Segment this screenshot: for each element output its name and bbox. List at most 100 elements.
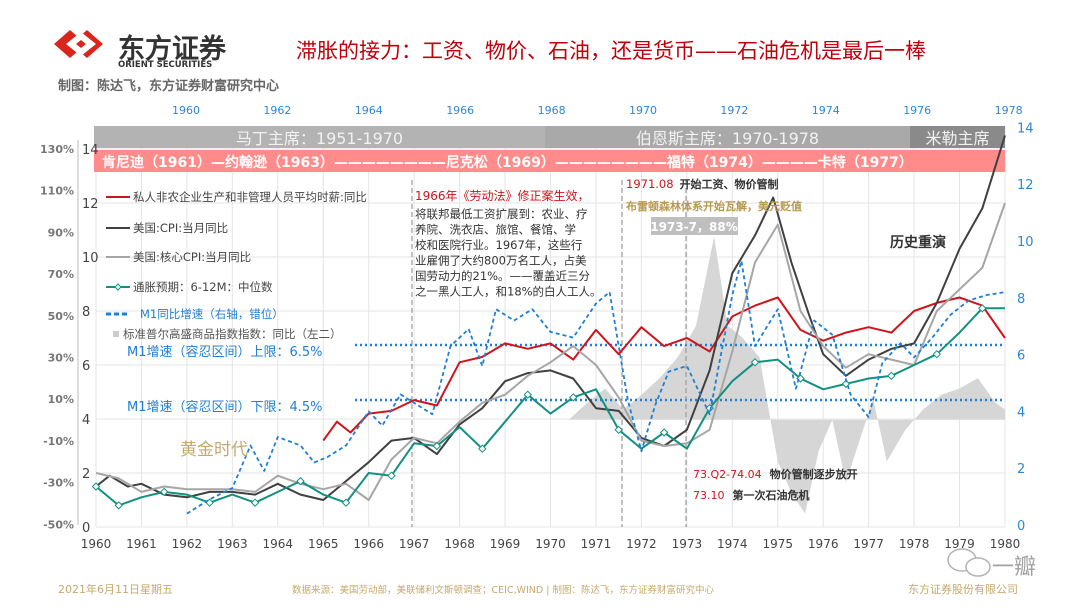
legend-label: 通胀预期：6-12M：中位数 [133, 280, 273, 294]
event-date: 73.10 [693, 489, 725, 502]
bottom-tick: 1975 [762, 537, 793, 551]
logo: 东方证券 ORIENT SECURITIES [54, 30, 227, 70]
outer-left-tick: -10% [43, 435, 74, 448]
bottom-tick: 1979 [944, 537, 975, 551]
bottom-tick: 1972 [626, 537, 657, 551]
outer-left-tick: -30% [43, 477, 74, 490]
outer-left-tick: 30% [48, 352, 74, 365]
bottom-tick: 1961 [126, 537, 157, 551]
right-tick: 4 [1017, 405, 1025, 420]
law-title: 1966年《劳动法》修正案生效， [415, 188, 590, 203]
bottom-tick: 1966 [353, 537, 384, 551]
event-text: 第一次石油危机 [733, 488, 810, 502]
left-tick: 0 [82, 521, 90, 536]
cpi-line [95, 135, 1006, 501]
expect-marker [932, 349, 942, 359]
watermark-text: 一瓣 [992, 555, 1036, 580]
peak-label-bg [651, 217, 738, 235]
footer-company: 东方证券股份有限公司 [908, 582, 1018, 596]
right-tick: 6 [1017, 349, 1025, 364]
expect-marker [569, 393, 578, 402]
outer-left-tick: 130% [40, 143, 74, 156]
expect-marker [341, 498, 351, 507]
bottom-tick: 1964 [263, 537, 294, 551]
outer-left-tick: -50% [43, 518, 74, 531]
expect-marker [296, 476, 305, 486]
page-title: 滞胀的接力：工资、物价、石油，还是货币——石油危机是最后一棒 [296, 39, 926, 63]
event-date: 1971.08 [626, 177, 674, 191]
bottom-tick: 1965 [308, 537, 339, 551]
legend-label: 私人非农企业生产和非管理人员平均时薪:同比 [133, 190, 367, 204]
left-tick: 10 [82, 251, 99, 266]
right-tick: 2 [1017, 462, 1025, 477]
bottom-tick: 1969 [490, 537, 521, 551]
logo-text: 东方证券 [118, 33, 227, 65]
bottom-tick: 1970 [535, 537, 566, 551]
bottom-tick: 1978 [899, 537, 930, 551]
right-tick: 12 [1017, 178, 1034, 193]
left-tick: 6 [82, 359, 90, 374]
m1-tolerance-label: M1增速（容忍区间）下限：4.5% [127, 399, 323, 415]
top-tick: 1960 [172, 104, 200, 117]
expect-line [95, 307, 1005, 507]
event-text: 物价管制逐步放开 [770, 467, 858, 481]
event-text: 开始工资、物价管制 [680, 177, 779, 191]
president-label: 肯尼迪（1961）—约翰逊（1963）————————尼克松（1969）————… [102, 154, 913, 171]
commodity-area [568, 236, 1005, 514]
bottom-tick: 1977 [853, 537, 884, 551]
top-tick: 1972 [720, 104, 748, 117]
wage-line [322, 296, 1006, 442]
top-tick: 1976 [903, 104, 931, 117]
expect-marker [978, 304, 987, 313]
fed-chair-band [910, 126, 1005, 148]
top-tick: 1964 [355, 104, 383, 117]
right-tick: 10 [1017, 235, 1034, 250]
top-tick: 1974 [812, 104, 840, 117]
expect-marker [887, 371, 896, 381]
bottom-tick: 1971 [581, 537, 612, 551]
top-tick: 1970 [629, 104, 657, 117]
outer-left-tick: 90% [48, 226, 74, 239]
fed-chair-band [94, 126, 545, 148]
right-tick: 0 [1017, 519, 1025, 534]
legend-label: M1同比增速（右轴，错位） [140, 307, 284, 321]
bottom-tick: 1962 [172, 537, 203, 551]
golden-age-label: 黄金时代 [180, 440, 248, 460]
right-tick: 8 [1017, 292, 1025, 307]
legend-label: 美国:CPI:当月同比 [133, 221, 228, 235]
expect-marker [250, 498, 260, 507]
expect-marker [614, 425, 623, 435]
left-tick: 4 [82, 413, 90, 428]
outer-left-tick: 50% [48, 310, 74, 323]
bottom-tick: 1960 [81, 537, 112, 551]
history-repeats: 历史重演 [890, 234, 946, 251]
top-tick: 1978 [995, 104, 1023, 117]
expect-marker [478, 444, 487, 453]
legend-marker [114, 283, 122, 291]
law-text: 之一黑人工人，和18%的白人工人。 [415, 285, 602, 299]
left-tick: 14 [82, 143, 99, 158]
bottom-tick: 1974 [717, 537, 748, 551]
top-tick: 1962 [263, 104, 291, 117]
expect-marker [387, 471, 396, 480]
left-tick: 8 [82, 305, 90, 320]
event-date: 73.Q2-74.04 [693, 468, 762, 481]
m1-tolerance-label: M1增速（容忍区间）上限：6.5% [127, 344, 323, 360]
law-text: 校和医院行业。1967年，这些行 [415, 238, 582, 252]
outer-left-tick: 110% [40, 185, 74, 198]
law-text: 国劳动力的21%。——覆盖近三分 [415, 269, 591, 283]
president-band [94, 150, 1005, 172]
outer-left-tick: 10% [48, 393, 74, 406]
expect-marker [523, 390, 532, 399]
core-line [95, 202, 1006, 501]
expect-marker [91, 482, 101, 491]
logo-english: ORIENT SECURITIES [118, 60, 212, 70]
chart-credit: 制图：陈达飞，东方证券财富研究中心 [58, 78, 279, 94]
left-tick: 2 [82, 467, 90, 482]
bottom-tick: 1980 [990, 537, 1021, 551]
law-text: 养院、洗衣店、旅馆、餐馆、学 [415, 223, 576, 237]
right-tick: 14 [1017, 121, 1034, 136]
top-tick: 1968 [538, 104, 566, 117]
